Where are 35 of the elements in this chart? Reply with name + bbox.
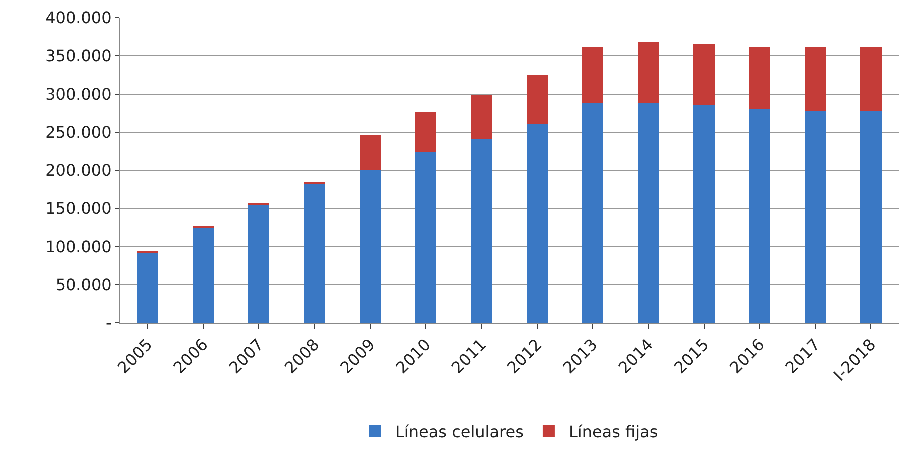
y-tick-label: 150.000 [46,199,112,218]
bar [694,44,715,106]
bar [638,42,660,104]
bar [471,95,492,140]
bar [248,206,270,323]
bar [749,46,770,110]
legend-label: Líneas fijas [568,422,658,442]
bar [415,152,437,323]
y-tick-label: 400.000 [46,8,112,28]
bar [304,184,326,323]
bar [749,110,770,323]
bar [526,124,548,323]
bar [804,111,826,323]
bar [582,103,604,323]
bar [360,135,381,170]
y-tick-label: 200.000 [46,161,112,180]
bar [360,170,381,323]
y-tick-label: - [106,314,112,333]
bar [415,112,437,152]
legend-label: Líneas celulares [396,422,524,442]
y-tick-label: 300.000 [46,84,112,104]
bar [137,252,158,323]
bar [638,103,660,323]
y-tick-label: 250.000 [46,122,112,142]
bar [471,139,492,323]
y-tick-label: 350.000 [46,46,112,66]
bar [860,48,882,112]
y-tick-label: 50.000 [56,275,112,294]
bar [582,46,604,104]
bar [804,48,826,112]
bar [860,111,882,323]
y-tick-label: 100.000 [46,237,112,256]
bar [526,75,548,124]
bar [694,106,715,323]
bar [192,228,214,323]
